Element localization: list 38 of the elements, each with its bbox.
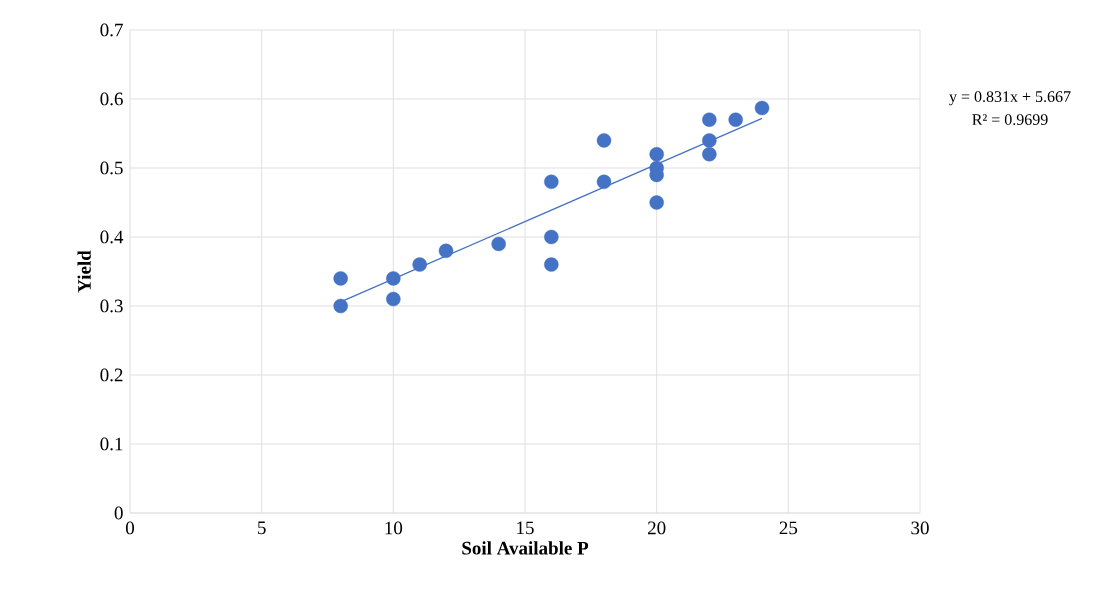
- point: [491, 236, 506, 252]
- y-tick-label: 0.2: [100, 368, 123, 382]
- point: [596, 174, 612, 189]
- y-tick-label: 0.4: [100, 230, 124, 244]
- x-tick-label: 0: [125, 521, 135, 535]
- x-tick-label: 25: [779, 521, 798, 535]
- point: [649, 195, 664, 210]
- point: [438, 243, 454, 258]
- y-axis-title: Yield: [77, 250, 91, 293]
- x-axis-title: Soil Available P: [462, 541, 589, 555]
- x-tick-label: 20: [648, 521, 666, 535]
- point: [544, 174, 559, 189]
- point: [754, 100, 770, 116]
- y-tick-label: 0.1: [100, 437, 123, 451]
- text: R² = 0.9699: [972, 114, 1048, 126]
- x-tick-label: 30: [911, 521, 929, 535]
- point: [386, 291, 401, 307]
- point: [702, 147, 717, 162]
- point: [544, 229, 559, 245]
- y-tick-label: 0.5: [100, 161, 123, 175]
- point: [412, 257, 427, 272]
- point: [333, 271, 348, 286]
- y-tick-label: 0.6: [100, 92, 123, 106]
- point: [333, 298, 348, 314]
- y-tick-label: 0: [114, 506, 123, 520]
- x-tick-label: 10: [385, 521, 403, 535]
- point: [702, 133, 717, 148]
- point: [544, 257, 559, 272]
- point: [649, 147, 664, 162]
- point: [702, 112, 717, 127]
- text: y = 0.831x + 5.667: [949, 91, 1071, 106]
- y-tick-label: 0.3: [100, 299, 123, 313]
- point: [386, 271, 401, 286]
- point: [596, 133, 612, 148]
- x-tick-label: 15: [517, 521, 534, 535]
- x-tick-label: 5: [258, 521, 266, 535]
- point: [728, 112, 743, 127]
- y-tick-label: 0.7: [100, 23, 123, 37]
